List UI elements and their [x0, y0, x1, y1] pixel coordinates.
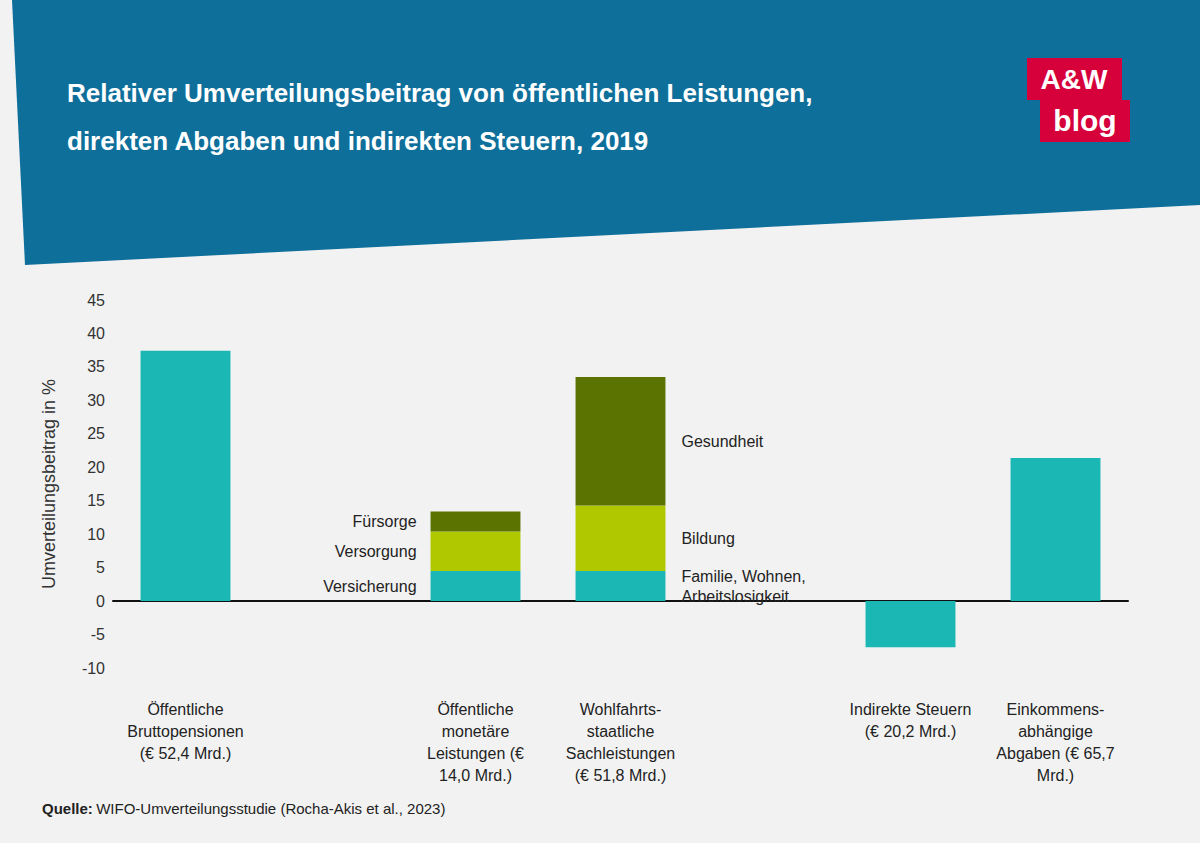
svg-text:Wohlfahrts-: Wohlfahrts-: [580, 701, 662, 718]
svg-text:Abgaben (€ 65,7: Abgaben (€ 65,7: [996, 745, 1114, 762]
svg-text:20: 20: [87, 459, 105, 476]
svg-text:45: 45: [87, 292, 105, 309]
svg-text:Leistungen (€: Leistungen (€: [427, 745, 524, 762]
svg-text:Versicherung: Versicherung: [323, 578, 416, 595]
svg-text:(€ 51,8 Mrd.): (€ 51,8 Mrd.): [575, 767, 667, 784]
svg-text:14,0 Mrd.): 14,0 Mrd.): [439, 767, 512, 784]
svg-text:direkten Abgaben und indirekte: direkten Abgaben und indirekten Steuern,…: [67, 126, 648, 156]
svg-text:Versorgung: Versorgung: [335, 543, 417, 560]
svg-text:Indirekte Steuern: Indirekte Steuern: [850, 701, 972, 718]
svg-text:Relativer Umverteilungsbeitrag: Relativer Umverteilungsbeitrag von öffen…: [67, 78, 812, 108]
svg-text:25: 25: [87, 425, 105, 442]
svg-text:Bruttopensionen: Bruttopensionen: [127, 723, 244, 740]
svg-text:Bildung: Bildung: [681, 530, 734, 547]
svg-text:0: 0: [96, 593, 105, 610]
svg-text:Quelle:: Quelle:: [42, 800, 93, 817]
svg-text:A&W: A&W: [1041, 64, 1108, 95]
svg-text:abhängige: abhängige: [1018, 723, 1093, 740]
svg-text:Sachleistungen: Sachleistungen: [566, 745, 675, 762]
svg-text:monetäre: monetäre: [442, 723, 510, 740]
svg-text:5: 5: [96, 559, 105, 576]
svg-text:40: 40: [87, 325, 105, 342]
svg-text:-10: -10: [82, 660, 105, 677]
svg-text:-5: -5: [91, 626, 105, 643]
svg-text:(€ 52,4 Mrd.): (€ 52,4 Mrd.): [140, 745, 232, 762]
svg-text:WIFO-Umverteilungsstudie (Roch: WIFO-Umverteilungsstudie (Rocha-Akis et …: [96, 800, 445, 817]
svg-text:30: 30: [87, 392, 105, 409]
svg-text:Fürsorge: Fürsorge: [353, 513, 417, 530]
svg-text:10: 10: [87, 526, 105, 543]
svg-text:Einkommens-: Einkommens-: [1007, 701, 1105, 718]
svg-text:Arbeitslosigkeit: Arbeitslosigkeit: [681, 588, 789, 605]
svg-text:35: 35: [87, 358, 105, 375]
svg-text:Gesundheit: Gesundheit: [681, 433, 763, 450]
svg-text:staatliche: staatliche: [587, 723, 655, 740]
svg-text:Umverteilungsbeitrag in %: Umverteilungsbeitrag in %: [39, 379, 59, 589]
svg-text:Öffentliche: Öffentliche: [437, 701, 513, 718]
svg-text:blog: blog: [1053, 104, 1116, 137]
svg-text:Familie, Wohnen,: Familie, Wohnen,: [681, 568, 810, 585]
svg-text:Mrd.): Mrd.): [1037, 767, 1074, 784]
svg-text:(€ 20,2 Mrd.): (€ 20,2 Mrd.): [865, 723, 957, 740]
svg-text:Öffentliche: Öffentliche: [147, 701, 223, 718]
svg-text:15: 15: [87, 492, 105, 509]
